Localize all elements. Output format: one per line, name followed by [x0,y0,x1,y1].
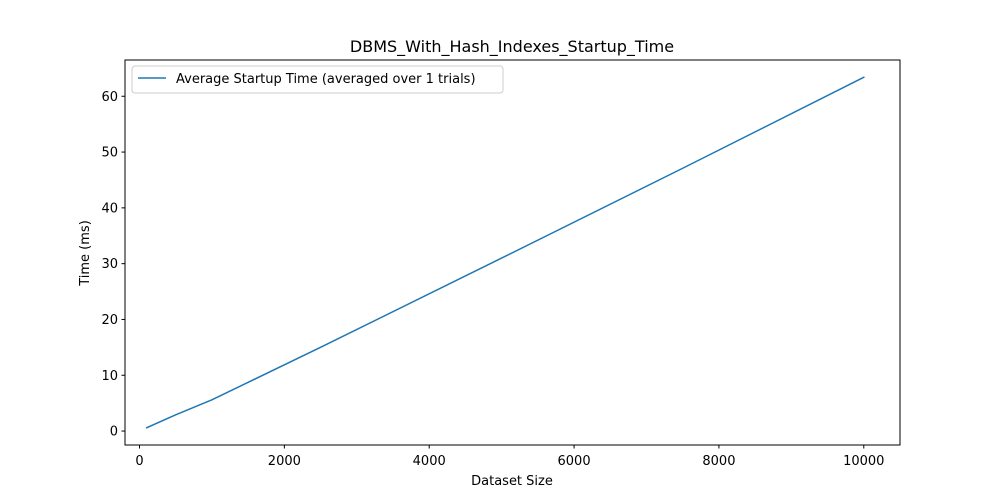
x-tick-label: 6000 [558,454,591,469]
y-tick-label: 30 [101,257,118,272]
x-tick-label: 4000 [413,454,446,469]
y-tick-label: 10 [101,369,118,384]
x-tick-label: 8000 [702,454,735,469]
y-tick-label: 40 [101,201,118,216]
y-axis-ticks: 0 10 20 30 40 50 60 [101,90,125,440]
x-axis-label: Dataset Size [471,474,553,489]
legend: Average Startup Time (averaged over 1 tr… [131,65,504,94]
y-tick-label: 0 [110,425,118,440]
chart-title: DBMS_With_Hash_Indexes_Startup_Time [350,37,674,57]
y-tick-label: 50 [101,146,118,161]
plot-frame [124,59,901,446]
x-tick-label: 2000 [268,454,301,469]
x-axis-ticks: 0 2000 4000 6000 8000 10000 [135,445,884,469]
x-tick-label: 0 [135,454,143,469]
y-tick-label: 20 [101,313,118,328]
y-tick-label: 60 [101,90,118,105]
series-line [145,76,865,429]
legend-box [131,65,504,94]
x-tick-label: 10000 [843,454,884,469]
legend-entry-label: Average Startup Time (averaged over 1 tr… [176,72,476,87]
plot-series [145,76,865,429]
y-axis-label: Time (ms) [78,220,93,287]
